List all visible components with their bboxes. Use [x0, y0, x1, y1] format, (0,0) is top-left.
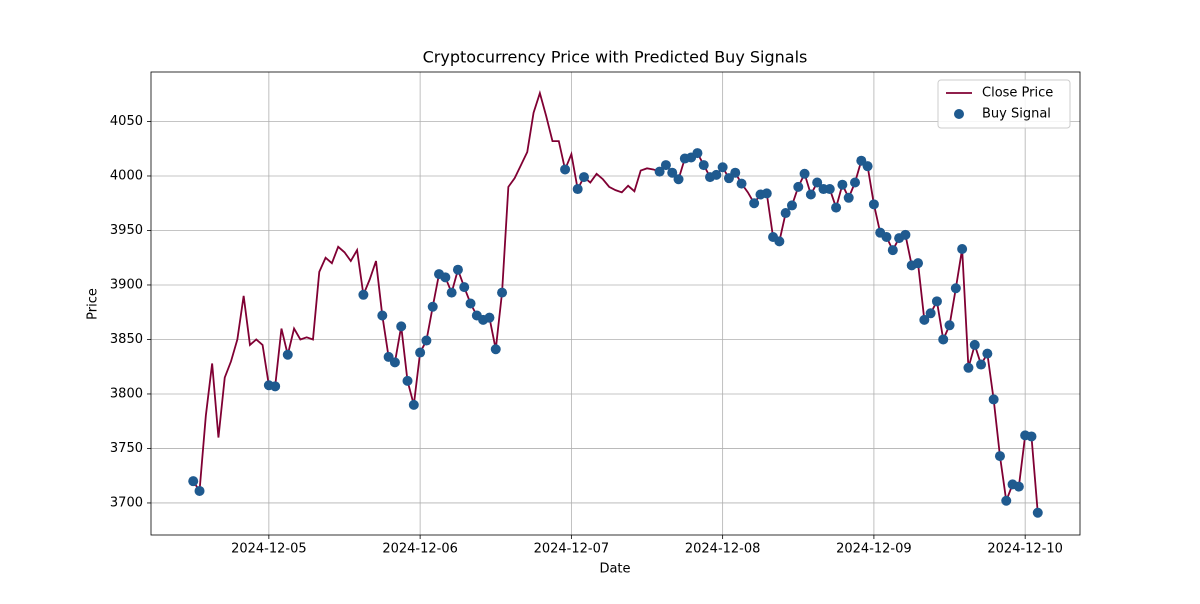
buy-signal [837, 179, 848, 190]
legend-label: Buy Signal [982, 107, 1051, 122]
buy-signal [465, 298, 476, 309]
x-axis-label: Date [599, 562, 630, 577]
buy-signal [786, 200, 797, 211]
y-tick-label: 4050 [110, 114, 143, 129]
buy-signal [408, 399, 419, 410]
buy-signal [415, 347, 426, 358]
buy-signal [982, 348, 993, 359]
buy-signal [868, 199, 879, 210]
y-tick-label: 3900 [110, 277, 143, 292]
buy-signal [793, 181, 804, 192]
x-tick-label: 2024-12-08 [685, 542, 761, 557]
buy-signal [440, 272, 451, 283]
buy-signal [654, 166, 665, 177]
buy-signal [692, 148, 703, 159]
buy-signal [188, 476, 199, 487]
legend-box [937, 79, 1071, 129]
y-tick-label: 3800 [110, 386, 143, 401]
buy-signal [446, 287, 457, 298]
y-axis-label: Price [86, 288, 101, 320]
buy-signal [831, 202, 842, 213]
buy-signal [969, 339, 980, 350]
buy-signal [887, 245, 898, 256]
x-tick-label: 2024-12-06 [382, 542, 458, 557]
x-tick-label: 2024-12-09 [836, 542, 912, 557]
buy-signal [194, 485, 205, 496]
buy-signal [749, 198, 760, 209]
buy-signal [560, 164, 571, 175]
buy-signal [812, 177, 823, 188]
buy-signal [1032, 507, 1043, 518]
legend-label: Close Price [982, 86, 1053, 101]
buy-signal [988, 394, 999, 405]
buy-signal [730, 167, 741, 178]
buy-signal [490, 344, 501, 355]
buy-signal [774, 236, 785, 247]
buy-signal [963, 362, 974, 373]
x-tick-label: 2024-12-05 [231, 542, 307, 557]
buy-signal [799, 168, 810, 179]
buy-signal [938, 334, 949, 345]
buy-signal [282, 349, 293, 360]
buy-signal [427, 301, 438, 312]
buy-signal [452, 264, 463, 275]
buy-signal [459, 282, 470, 293]
buy-signal [780, 208, 791, 219]
buy-signal [881, 232, 892, 243]
y-tick-label: 3750 [110, 441, 143, 456]
buy-signal [900, 229, 911, 240]
buy-signal [660, 160, 671, 171]
buy-signal [1001, 495, 1012, 506]
buy-signal [736, 178, 747, 189]
buy-signal [805, 189, 816, 200]
buy-signal [667, 167, 678, 178]
x-tick-label: 2024-12-07 [534, 542, 610, 557]
buy-signal [358, 289, 369, 300]
buy-signal [957, 244, 968, 255]
buy-signal [673, 174, 684, 185]
buy-signal [862, 161, 873, 172]
y-tick-label: 3950 [110, 223, 143, 238]
legend-marker [954, 109, 964, 119]
buy-signal [578, 172, 589, 183]
buy-signal [925, 308, 936, 319]
buy-signal [1026, 431, 1037, 442]
buy-signal [389, 357, 400, 368]
chart-title: Cryptocurrency Price with Predicted Buy … [423, 48, 808, 67]
buy-signal [976, 359, 987, 370]
y-tick-label: 3850 [110, 332, 143, 347]
buy-signal [497, 287, 508, 298]
buy-signal [824, 184, 835, 195]
buy-signal [717, 162, 728, 173]
buy-signal [396, 321, 407, 332]
buy-signal [919, 314, 930, 325]
buy-signal [572, 184, 583, 195]
buy-signal [913, 258, 924, 269]
buy-signal [698, 160, 709, 171]
buy-signal [944, 320, 955, 331]
buy-signal [421, 335, 432, 346]
buy-signal [402, 375, 413, 386]
plot-frame [150, 71, 1081, 536]
y-tick-label: 4000 [110, 168, 143, 183]
buy-signal [931, 296, 942, 307]
y-tick-label: 3700 [110, 495, 143, 510]
buy-signal [994, 451, 1005, 462]
buy-signal [950, 283, 961, 294]
buy-signal [761, 188, 772, 199]
buy-signal [1013, 481, 1024, 492]
buy-signal [270, 381, 281, 392]
x-tick-label: 2024-12-10 [987, 542, 1063, 557]
buy-signal [849, 177, 860, 188]
buy-signal [484, 312, 495, 323]
buy-signal [377, 310, 388, 321]
buy-signal [711, 169, 722, 180]
buy-signal [843, 192, 854, 203]
